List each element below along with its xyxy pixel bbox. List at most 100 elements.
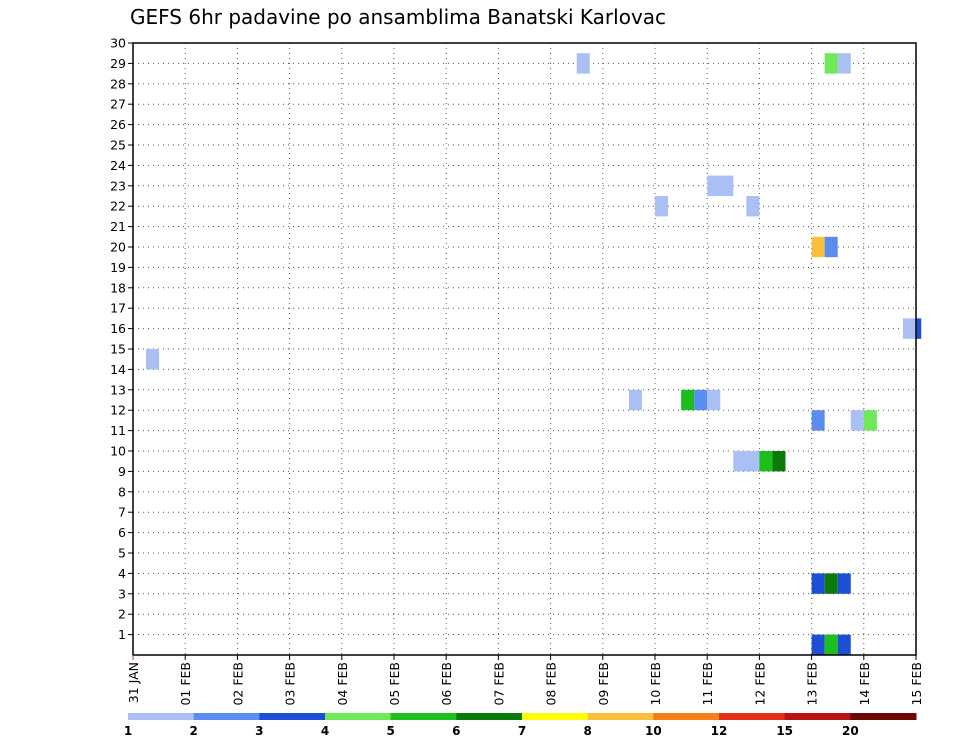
- legend-label: 6: [452, 724, 460, 738]
- precip-cell: [811, 634, 825, 655]
- precip-cell: [824, 236, 838, 258]
- precip-cell: [837, 53, 851, 74]
- legend-swatch: [522, 713, 589, 720]
- y-tick-label: 4: [118, 566, 126, 581]
- y-tick-label: 17: [110, 301, 126, 316]
- y-tick-label: 2: [118, 607, 126, 622]
- y-tick-label: 27: [110, 97, 126, 112]
- y-tick-label: 25: [110, 138, 126, 153]
- x-axis: 31 JAN 01 FEB 02 FEB 03 FEB 04 FEB 05 FEB 06 F…: [126, 655, 924, 706]
- y-tick-label: 22: [110, 199, 126, 214]
- y-tick-label: 5: [118, 546, 126, 561]
- legend-swatch: [193, 713, 260, 720]
- y-tick-label: 7: [118, 505, 126, 520]
- y-tick-label: 30: [110, 36, 126, 51]
- precip-cell: [850, 410, 864, 431]
- x-tick-label: 14 FEB: [857, 662, 872, 706]
- y-tick-label: 6: [118, 525, 126, 540]
- precip-cell: [902, 318, 916, 339]
- y-tick-label: 1: [118, 627, 126, 642]
- legend-label: 10: [645, 724, 662, 738]
- y-axis: 1234567891011121314151617181920212223242…: [110, 36, 133, 642]
- precip-cell: [837, 634, 851, 655]
- precip-cell: [707, 389, 721, 411]
- legend-label: 5: [386, 724, 394, 738]
- precip-cell: [576, 53, 590, 74]
- precip-cell: [811, 573, 825, 594]
- precip-cell: [837, 573, 851, 594]
- precip-cell: [146, 349, 160, 370]
- x-tick-label: 08 FEB: [544, 662, 559, 706]
- precip-cell: [628, 389, 642, 411]
- x-tick-label: 09 FEB: [596, 662, 611, 706]
- legend-label: 7: [518, 724, 526, 738]
- legend-swatch: [784, 713, 851, 720]
- legend-swatch: [850, 713, 917, 720]
- precip-cell: [746, 196, 760, 217]
- y-tick-label: 3: [118, 586, 126, 601]
- ensemble-cells: [146, 53, 922, 655]
- y-tick-label: 15: [110, 342, 126, 357]
- legend-swatch: [390, 713, 457, 720]
- y-tick-label: 13: [110, 382, 126, 397]
- y-tick-label: 26: [110, 117, 126, 132]
- x-tick-label: 10 FEB: [648, 662, 663, 706]
- precip-cell: [811, 236, 825, 258]
- legend-swatch: [719, 713, 786, 720]
- y-tick-label: 28: [110, 76, 126, 91]
- legend: 1 2 3 4 5 6 7 8 10 12 15 20: [124, 713, 917, 738]
- legend-label: 1: [124, 724, 132, 738]
- legend-label: 15: [776, 724, 793, 738]
- legend-swatch: [653, 713, 720, 720]
- precip-cell: [655, 196, 669, 217]
- y-tick-label: 24: [110, 158, 126, 173]
- legend-label: 2: [189, 724, 197, 738]
- x-tick-label: 05 FEB: [387, 662, 402, 706]
- y-tick-label: 16: [110, 321, 126, 336]
- x-tick-label: 06 FEB: [439, 662, 454, 706]
- y-tick-label: 23: [110, 178, 126, 193]
- y-tick-label: 10: [110, 444, 126, 459]
- legend-label: 12: [711, 724, 728, 738]
- y-tick-label: 8: [118, 484, 126, 499]
- legend-swatch: [259, 713, 326, 720]
- x-tick-label: 11 FEB: [700, 662, 715, 706]
- precip-cell: [916, 318, 922, 339]
- y-tick-label: 11: [110, 423, 126, 438]
- precip-cell: [811, 410, 825, 431]
- precip-cell: [694, 389, 708, 411]
- precip-cell: [681, 389, 695, 411]
- y-tick-label: 14: [110, 362, 126, 377]
- precip-cell: [707, 175, 734, 196]
- precip-cell: [824, 573, 838, 594]
- legend-swatch: [587, 713, 654, 720]
- x-tick-label: 02 FEB: [230, 662, 245, 706]
- precip-cell: [824, 634, 838, 655]
- y-tick-label: 9: [118, 464, 126, 479]
- x-tick-label: 15 FEB: [909, 662, 924, 706]
- y-tick-label: 29: [110, 56, 126, 71]
- legend-label: 20: [842, 724, 859, 738]
- legend-label: 8: [583, 724, 591, 738]
- precip-cell: [759, 451, 773, 472]
- x-tick-label: 13 FEB: [805, 662, 820, 706]
- y-tick-label: 12: [110, 403, 126, 418]
- x-tick-label: 07 FEB: [491, 662, 506, 706]
- x-tick-label: 03 FEB: [283, 662, 298, 706]
- chart-title: GEFS 6hr padavine po ansamblima Banatski…: [130, 5, 666, 29]
- legend-swatch: [128, 713, 195, 720]
- x-tick-label: 04 FEB: [335, 662, 350, 706]
- x-tick-label: 01 FEB: [178, 662, 193, 706]
- legend-label: 3: [255, 724, 263, 738]
- precip-cell: [772, 451, 786, 472]
- x-tick-label: 31 JAN: [126, 662, 141, 703]
- grid-lines: [133, 42, 916, 655]
- y-tick-label: 19: [110, 260, 126, 275]
- x-tick-label: 12 FEB: [752, 662, 767, 706]
- precip-cell: [733, 451, 760, 472]
- precip-cell: [863, 410, 877, 431]
- y-tick-label: 18: [110, 280, 126, 295]
- precip-cell: [824, 53, 838, 74]
- legend-label: 4: [321, 724, 329, 738]
